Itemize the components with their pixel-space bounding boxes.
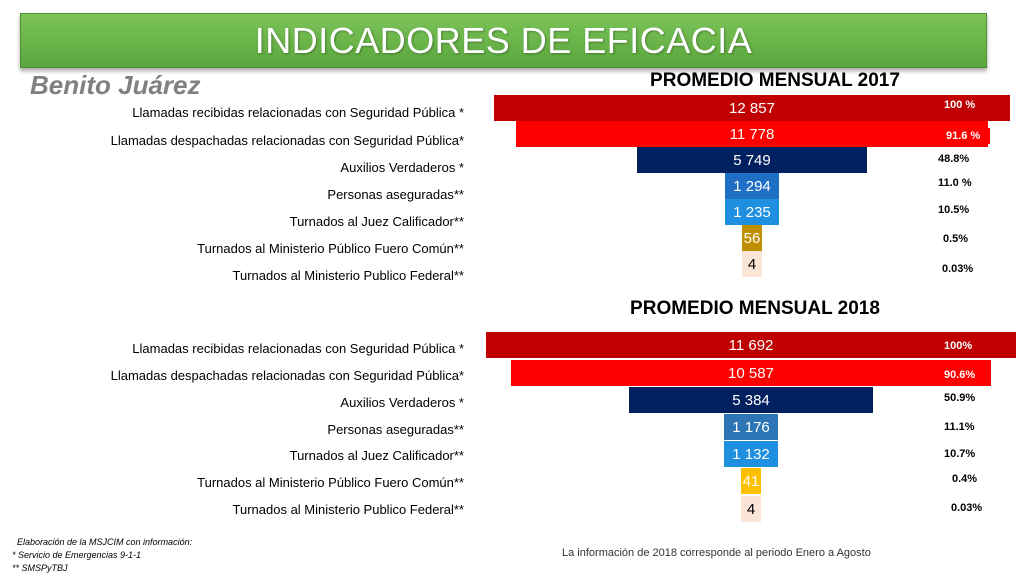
funnel-bar: 11 692 <box>486 332 1016 358</box>
percent-label: 0.5% <box>943 233 969 245</box>
percent-label: 48.8% <box>938 153 970 165</box>
funnel-bar: 1 132 <box>724 441 778 467</box>
funnel-bar: 1 294 <box>725 173 779 199</box>
funnel-bar: 41 <box>741 468 761 494</box>
category-label: Llamadas recibidas relacionadas con Segu… <box>132 341 464 356</box>
bar-value-label: 5 384 <box>732 391 770 409</box>
bar-value-label: 41 <box>742 472 760 490</box>
percent-label: 0.03% <box>951 502 983 514</box>
bar-value-label: 11 692 <box>728 336 774 354</box>
page-title: INDICADORES DE EFICACIA <box>254 19 753 61</box>
bar-value-label: 5 749 <box>733 151 771 169</box>
source-note-line: Elaboración de la MSJCIM con información… <box>17 537 193 547</box>
percent-label: 0.4% <box>952 473 978 485</box>
category-label: Turnados al Juez Calificador** <box>289 214 464 229</box>
bar-value-label: 1 294 <box>733 177 771 195</box>
category-label: Personas aseguradas** <box>327 187 464 202</box>
funnel-bar: 12 857 <box>494 95 1010 121</box>
percent-label: 100% <box>934 338 983 354</box>
category-label: Turnados al Juez Calificador** <box>289 448 464 463</box>
bar-value-label: 56 <box>743 229 761 247</box>
percent-label: 91.6 % <box>936 128 991 144</box>
category-label: Personas aseguradas** <box>327 422 464 437</box>
source-note-line: ** SMSPyTBJ <box>12 563 68 573</box>
funnel-bar: 1 176 <box>724 414 778 440</box>
municipality-label: Benito Juárez <box>30 70 201 100</box>
bar-value-label: 1 235 <box>733 203 771 221</box>
title-banner: INDICADORES DE EFICACIA <box>20 13 987 68</box>
chart-title-2018: PROMEDIO MENSUAL 2018 <box>630 298 880 319</box>
percent-label: 11.0 % <box>938 177 972 189</box>
percent-label: 10.5% <box>938 204 970 216</box>
funnel-bar: 56 <box>742 225 762 251</box>
percent-label: 100 % <box>934 97 986 113</box>
funnel-bar: 11 778 <box>515 121 989 147</box>
bar-value-label: 12 857 <box>729 99 775 117</box>
category-label: Auxilios Verdaderos * <box>340 160 464 175</box>
percent-label: 50.9% <box>944 392 976 404</box>
source-note-line: * Servicio de Emergencias 9-1-1 <box>12 550 142 560</box>
percent-label: 0.03% <box>942 263 974 275</box>
category-label: Turnados al Ministerio Publico Federal** <box>232 502 464 517</box>
category-label: Auxilios Verdaderos * <box>340 395 464 410</box>
category-label: Llamadas despachadas relacionadas con Se… <box>110 368 464 383</box>
period-footnote: La información de 2018 corresponde al pe… <box>562 547 871 559</box>
category-label: Llamadas recibidas relacionadas con Segu… <box>132 105 464 120</box>
chart-title-2017: PROMEDIO MENSUAL 2017 <box>650 70 900 91</box>
category-label: Turnados al Ministerio Publico Federal** <box>232 268 464 283</box>
bar-value-label: 1 176 <box>732 418 770 436</box>
bar-value-label: 10 587 <box>728 364 774 382</box>
funnel-bar: 10 587 <box>511 360 991 386</box>
funnel-bar: 1 235 <box>725 199 779 225</box>
category-label: Turnados al Ministerio Público Fuero Com… <box>197 475 464 490</box>
funnel-bar: 4 <box>741 496 761 522</box>
bar-value-label: 1 132 <box>732 445 770 463</box>
category-label: Turnados al Ministerio Público Fuero Com… <box>197 241 464 256</box>
funnel-bar: 4 <box>742 251 762 277</box>
bar-value-label: 11 778 <box>729 125 775 143</box>
percent-label: 90.6% <box>934 367 986 383</box>
percent-label: 10.7% <box>944 448 976 460</box>
funnel-bar: 5 384 <box>628 387 874 413</box>
category-label: Llamadas despachadas relacionadas con Se… <box>110 133 464 148</box>
percent-label: 11.1% <box>944 421 975 433</box>
bar-value-label: 4 <box>747 255 757 273</box>
funnel-bar: 5 749 <box>636 147 868 173</box>
bar-value-label: 4 <box>746 500 756 518</box>
source-notes: Elaboración de la MSJCIM con información… <box>12 536 192 575</box>
